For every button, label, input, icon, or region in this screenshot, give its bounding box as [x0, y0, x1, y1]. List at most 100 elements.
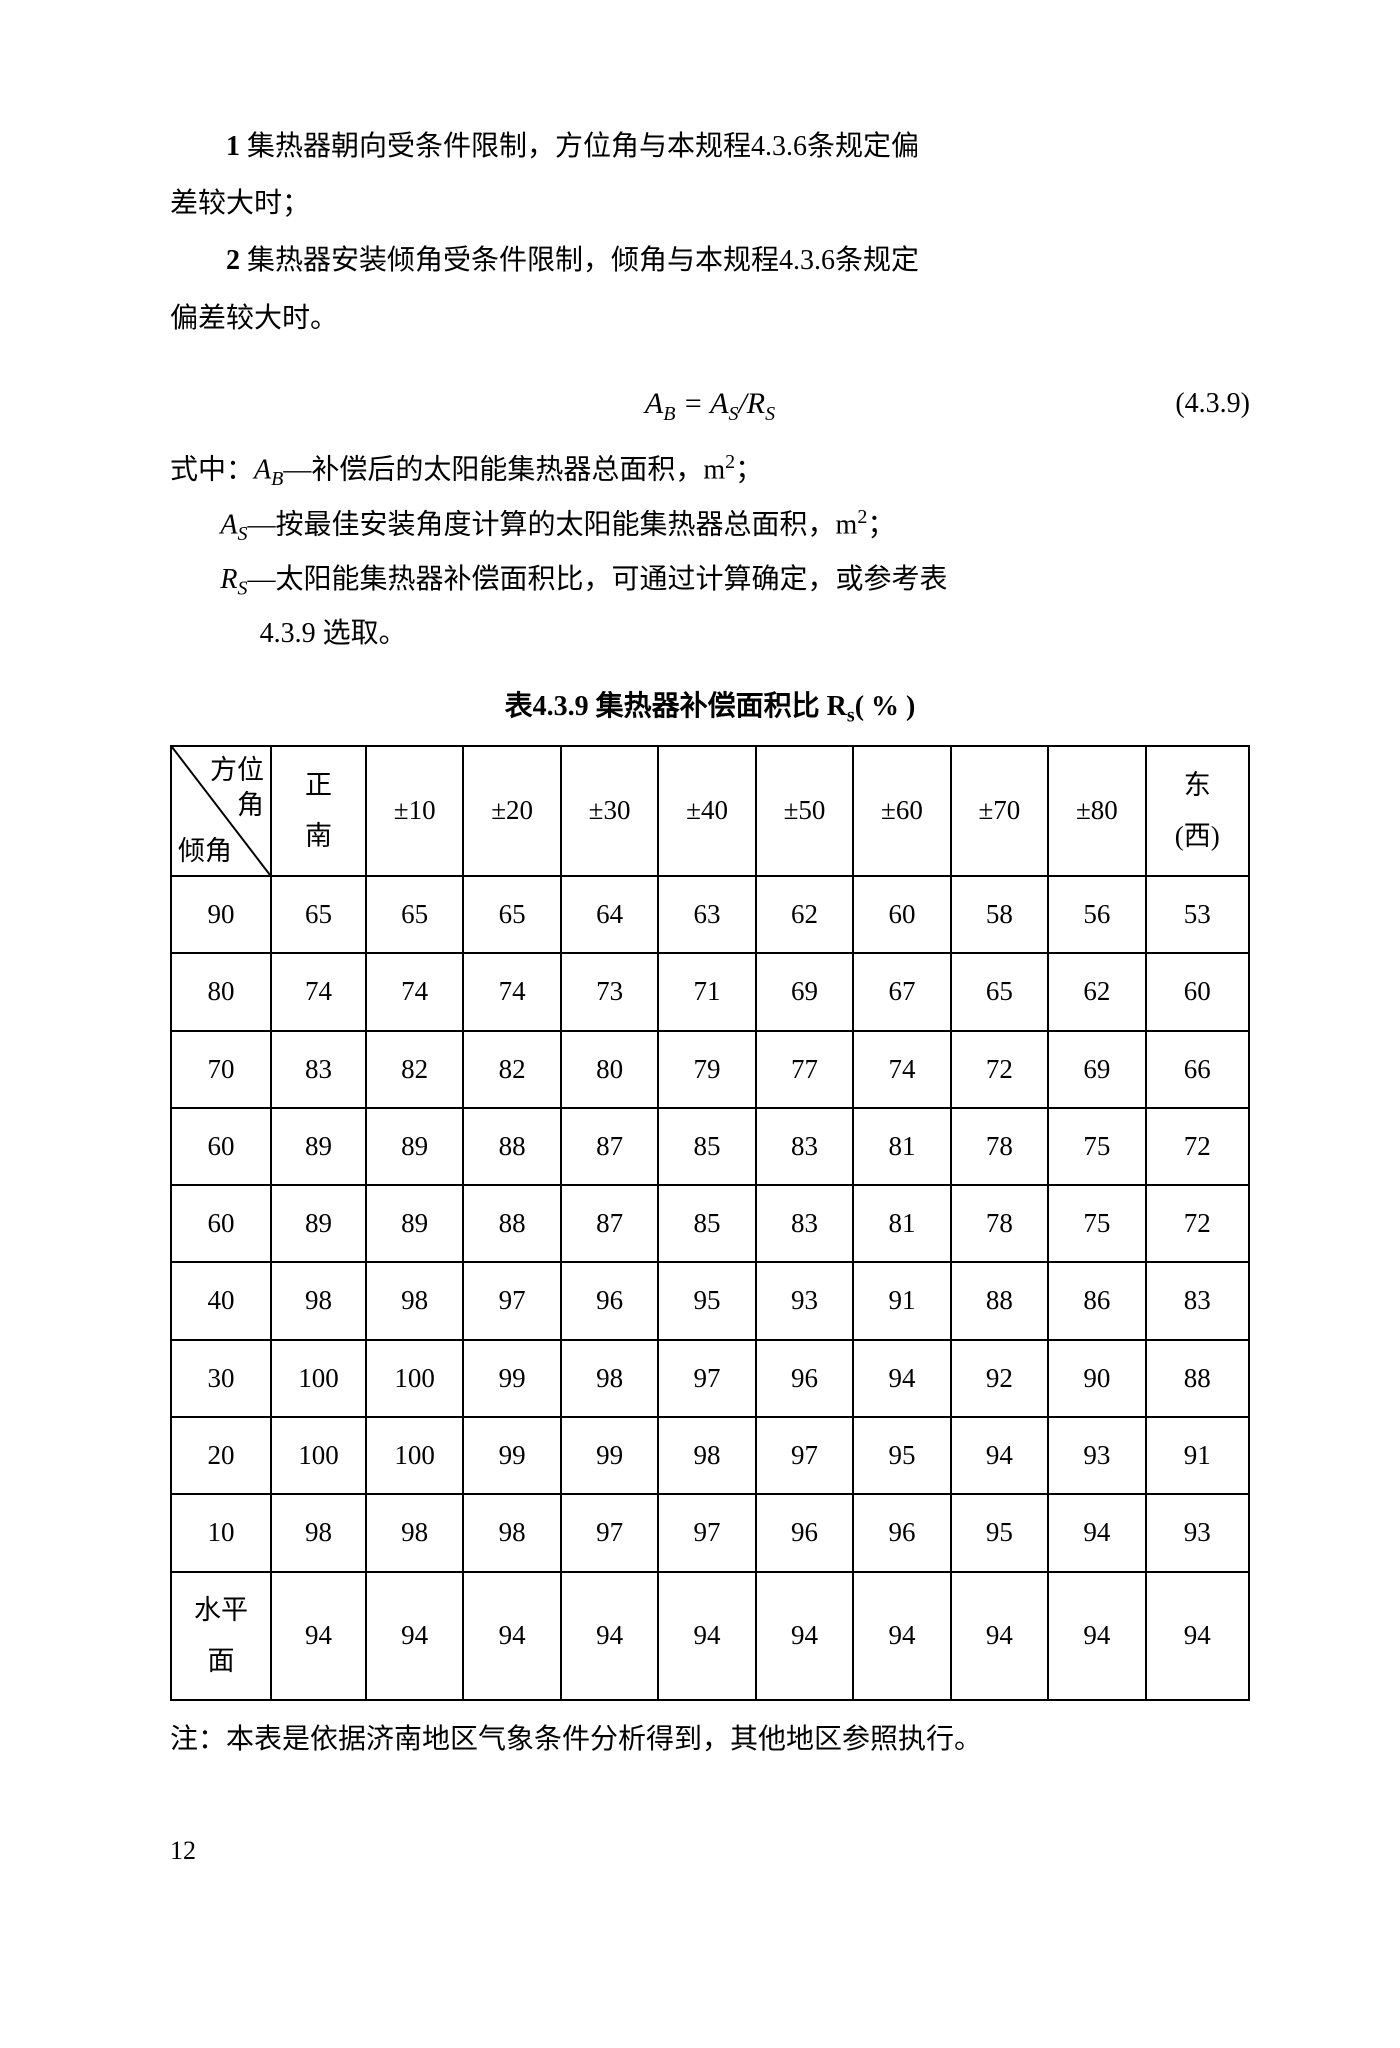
table-cell: 96 — [756, 1340, 853, 1417]
table-cell: 58 — [951, 876, 1048, 953]
table-row: 水平面94949494949494949494 — [171, 1572, 1249, 1701]
table-cell: 94 — [366, 1572, 463, 1701]
table-cell: 77 — [756, 1031, 853, 1108]
row-label: 40 — [171, 1262, 271, 1339]
diag-top-l1: 方位 — [210, 755, 264, 785]
table-cell: 86 — [1048, 1262, 1145, 1339]
col-header-3: ±20 — [463, 746, 560, 876]
eq-den-sym: R — [747, 387, 765, 420]
table-cell: 94 — [463, 1572, 560, 1701]
table-cell: 94 — [1146, 1572, 1249, 1701]
table-cell: 95 — [951, 1494, 1048, 1571]
table-cell: 83 — [1146, 1262, 1249, 1339]
table-cell: 92 — [951, 1340, 1048, 1417]
table-cell: 56 — [1048, 876, 1145, 953]
table-cell: 72 — [951, 1031, 1048, 1108]
diag-header: 方位角 倾角 — [171, 746, 271, 876]
where-rs-sym: R — [220, 564, 237, 595]
table-row: 1098989897979696959493 — [171, 1494, 1249, 1571]
table-cell: 91 — [853, 1262, 950, 1339]
table-title-pre: 表4.3.9 集热器补偿面积比 R — [505, 691, 847, 722]
equation-number: (4.3.9) — [1175, 377, 1250, 430]
table-cell: 94 — [951, 1417, 1048, 1494]
table-cell: 98 — [366, 1494, 463, 1571]
table-cell: 94 — [1048, 1572, 1145, 1701]
where-as-text: 按最佳安装角度计算的太阳能集热器总面积，m — [276, 509, 858, 540]
table-cell: 88 — [463, 1108, 560, 1185]
table-row: 201001009999989795949391 — [171, 1417, 1249, 1494]
row-label: 20 — [171, 1417, 271, 1494]
table-cell: 98 — [561, 1340, 658, 1417]
where-as-sub: S — [238, 523, 248, 545]
table-cell: 65 — [463, 876, 560, 953]
table-cell: 87 — [561, 1108, 658, 1185]
table-cell: 98 — [658, 1417, 755, 1494]
table-row: 6089898887858381787572 — [171, 1185, 1249, 1262]
table-cell: 88 — [463, 1185, 560, 1262]
col-header-1: 正南 — [271, 746, 366, 876]
table-cell: 69 — [756, 953, 853, 1030]
table-cell: 94 — [561, 1572, 658, 1701]
table-cell: 98 — [271, 1494, 366, 1571]
col-header-6: ±50 — [756, 746, 853, 876]
table-cell: 94 — [853, 1572, 950, 1701]
table-cell: 93 — [1048, 1417, 1145, 1494]
table-cell: 89 — [271, 1108, 366, 1185]
header-row: 方位角 倾角 正南 ±10 ±20 ±30 ±40 ±50 ±60 ±70 ±8… — [171, 746, 1249, 876]
table-cell: 94 — [951, 1572, 1048, 1701]
col-header-8: ±70 — [951, 746, 1048, 876]
table-row: 9065656564636260585653 — [171, 876, 1249, 953]
table-cell: 74 — [271, 953, 366, 1030]
where-prefix: 式中： — [170, 454, 254, 485]
table-cell: 64 — [561, 876, 658, 953]
where-ab-semi: ； — [735, 454, 763, 485]
where-as-semi: ； — [867, 509, 895, 540]
table-cell: 74 — [463, 953, 560, 1030]
table-cell: 74 — [366, 953, 463, 1030]
row-label: 90 — [171, 876, 271, 953]
table-cell: 82 — [366, 1031, 463, 1108]
table-cell: 65 — [366, 876, 463, 953]
where-ab-text: 补偿后的太阳能集热器总面积，m — [311, 454, 725, 485]
table-note: 注：本表是依据济南地区气象条件分析得到，其他地区参照执行。 — [170, 1713, 1250, 1766]
table-cell: 94 — [756, 1572, 853, 1701]
table-cell: 89 — [366, 1108, 463, 1185]
where-as-sup: 2 — [857, 506, 867, 528]
table-cell: 71 — [658, 953, 755, 1030]
table-cell: 85 — [658, 1185, 755, 1262]
table-cell: 66 — [1146, 1031, 1249, 1108]
table-cell: 99 — [463, 1340, 560, 1417]
table-cell: 99 — [463, 1417, 560, 1494]
table-cell: 97 — [756, 1417, 853, 1494]
item-1-text: 集热器朝向受条件限制，方位角与本规程4.3.6条规定偏 — [240, 131, 919, 162]
table-row: 8074747473716967656260 — [171, 953, 1249, 1030]
col-header-9: ±80 — [1048, 746, 1145, 876]
equation: AB = AS/RS (4.3.9) — [170, 375, 1250, 433]
table-cell: 78 — [951, 1108, 1048, 1185]
table-cell: 72 — [1146, 1185, 1249, 1262]
table-cell: 65 — [271, 876, 366, 953]
col-header-4: ±30 — [561, 746, 658, 876]
table-cell: 53 — [1146, 876, 1249, 953]
table-cell: 94 — [853, 1340, 950, 1417]
table-cell: 98 — [366, 1262, 463, 1339]
where-ab-sub: B — [271, 468, 283, 490]
item-2: 2 集热器安装倾角受条件限制，倾角与本规程4.3.6条规定 — [170, 234, 1250, 287]
table-row: 6089898887858381787572 — [171, 1108, 1249, 1185]
table-cell: 75 — [1048, 1108, 1145, 1185]
table-cell: 93 — [1146, 1494, 1249, 1571]
where-rs-cont: 4.3.9 选取。 — [260, 607, 1250, 660]
table-cell: 63 — [658, 876, 755, 953]
eq-eq: = — [675, 387, 710, 420]
table-cell: 75 — [1048, 1185, 1145, 1262]
table-cell: 87 — [561, 1185, 658, 1262]
table-cell: 97 — [561, 1494, 658, 1571]
table-cell: 100 — [271, 1340, 366, 1417]
table-cell: 97 — [658, 1340, 755, 1417]
col-header-5: ±40 — [658, 746, 755, 876]
table-cell: 100 — [366, 1340, 463, 1417]
table-row: 7083828280797774726966 — [171, 1031, 1249, 1108]
table-cell: 81 — [853, 1108, 950, 1185]
table-cell: 91 — [1146, 1417, 1249, 1494]
diag-bottom: 倾角 — [178, 834, 232, 869]
